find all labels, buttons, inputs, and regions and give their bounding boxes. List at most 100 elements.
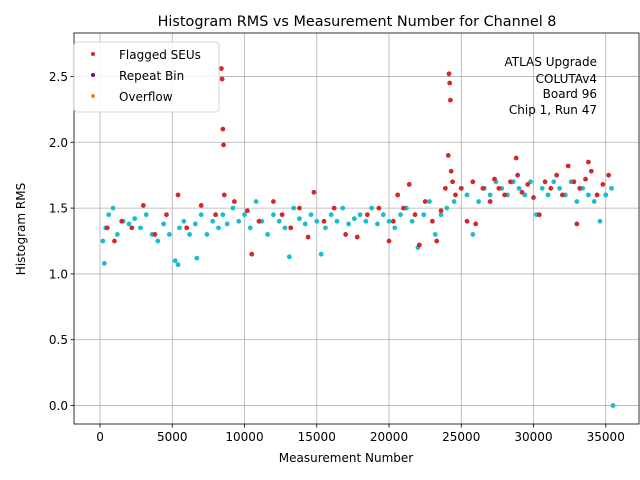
y-tick-label: 2.0 [49,136,68,150]
data-point [600,182,606,187]
scatter-points [100,66,616,408]
data-point [588,168,594,174]
data-point [496,185,502,191]
data-point [311,189,317,195]
data-point [375,221,380,227]
grid-lines [74,33,639,424]
legend-label-repeat-bin: Repeat Bin [119,69,184,83]
data-point [513,155,519,161]
legend-label-overflow: Overflow [119,90,173,104]
data-point [112,238,117,244]
x-tick-label: 0 [96,430,104,444]
data-point [470,232,476,237]
data-point [446,71,452,77]
data-point [155,238,161,244]
x-axis-label: Measurement Number [279,451,413,465]
data-point [106,212,112,218]
data-point [444,205,450,211]
data-point [232,199,237,204]
data-point [253,199,259,204]
x-axis-ticks: 0 5000 10000 15000 20000 25000 30000 35000 [96,424,625,444]
data-point [221,192,227,198]
data-point [279,212,285,218]
legend-marker-repeat-bin [91,73,95,77]
data-point [297,216,302,222]
data-point [302,221,308,227]
plot-frame [73,32,640,425]
data-point [586,192,591,198]
data-point [487,199,493,204]
data-point [516,185,522,191]
data-point [386,238,392,244]
data-point [577,185,583,191]
data-point [531,195,536,200]
data-point [100,238,106,244]
data-point [265,232,271,237]
y-tick-label: 1.5 [49,202,68,216]
data-point [357,212,363,218]
data-point [230,205,236,211]
data-point [220,126,226,132]
data-point [548,185,554,191]
data-point [245,208,250,214]
data-point [586,159,591,165]
data-point [438,208,444,214]
data-point [536,212,542,218]
series-1 [104,66,612,257]
data-point [288,225,294,231]
x-tick-label: 25000 [442,430,480,444]
data-point [140,203,146,208]
data-point [164,212,169,218]
data-point [369,205,375,211]
data-point [583,176,588,182]
data-point [450,179,455,185]
data-point [427,199,432,204]
data-point [539,185,545,191]
data-point [560,192,565,198]
data-point [175,262,181,268]
data-point [519,189,525,195]
y-tick-label: 1.0 [49,267,68,281]
data-point [119,218,125,224]
data-point [221,142,226,148]
x-tick-label: 10000 [225,430,263,444]
data-point [492,176,497,182]
data-point [101,260,107,266]
data-point [422,199,428,204]
data-point [192,221,198,227]
data-point [224,221,230,227]
data-point [340,205,346,211]
data-point [470,179,476,185]
data-point [554,172,560,178]
data-point [194,255,200,261]
data-point [321,218,327,224]
data-point [181,218,187,224]
data-point [286,254,292,260]
data-point [346,221,351,227]
annotation-line-1: ATLAS Upgrade [504,55,597,69]
data-point [395,192,401,198]
data-point [476,199,481,204]
data-point [453,192,458,198]
data-point [606,172,612,178]
data-point [291,205,297,211]
data-point [184,225,190,231]
data-point [398,212,403,218]
data-point [464,218,470,224]
data-point [597,218,603,224]
data-point [376,205,382,211]
data-point [198,203,204,208]
data-point [351,216,357,222]
data-point [603,192,609,198]
data-point [187,232,193,237]
y-tick-label: 0.5 [49,333,68,347]
data-point [401,205,406,211]
data-point [305,234,311,240]
y-tick-label: 2.5 [49,70,68,84]
data-point [386,218,392,224]
data-point [334,218,340,224]
data-point [448,168,454,174]
y-tick-label: 0.0 [49,399,68,413]
y-axis-label: Histogram RMS [14,183,28,275]
